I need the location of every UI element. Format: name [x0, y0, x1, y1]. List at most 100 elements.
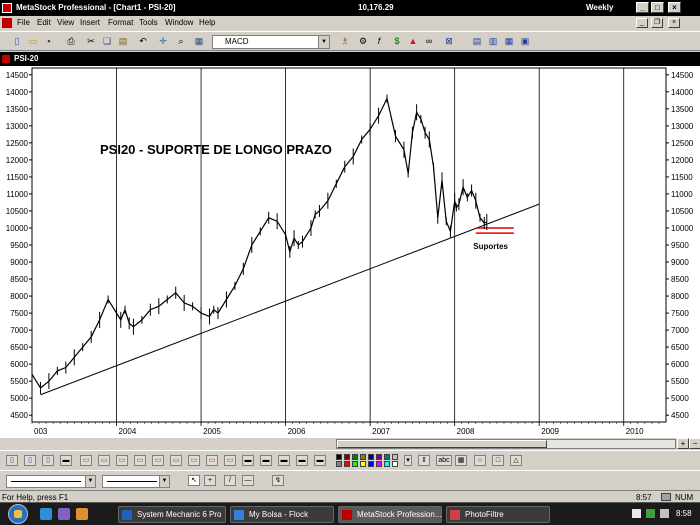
folder-quicklaunch-icon[interactable]	[76, 508, 88, 520]
ellipse-icon[interactable]: ○	[474, 455, 486, 466]
scrollbar-thumb[interactable]	[337, 440, 547, 448]
tool-icon-1[interactable]: ▯	[6, 455, 18, 466]
trendline-tool-icon[interactable]: /	[224, 475, 236, 486]
indicator-icon[interactable]: ▦	[194, 36, 204, 46]
color-swatch[interactable]	[352, 454, 358, 460]
line-weight-select[interactable]: ▼	[102, 475, 170, 488]
cut-icon[interactable]: ✂	[87, 36, 95, 46]
color-swatch[interactable]	[376, 461, 382, 467]
chevron-down-icon[interactable]: ▼	[159, 476, 169, 487]
layout-icon-1[interactable]: ▤	[472, 36, 482, 46]
color-swatch[interactable]	[336, 454, 342, 460]
zoom-in-button[interactable]: +	[677, 438, 689, 449]
color-swatch[interactable]	[368, 454, 374, 460]
color-swatch[interactable]	[376, 454, 382, 460]
smart-chart-icon[interactable]: ⊠	[445, 36, 453, 46]
grid-icon[interactable]: ▦	[455, 455, 467, 466]
color-swatch[interactable]	[392, 461, 398, 467]
layout-icon-4[interactable]: ▣	[520, 36, 530, 46]
ie-quicklaunch-icon[interactable]	[40, 508, 52, 520]
tool-icon-9[interactable]: ▭	[152, 455, 164, 466]
menu-edit[interactable]: Edit	[37, 18, 51, 27]
line-style-select[interactable]: ▼	[6, 475, 96, 488]
color-swatch[interactable]	[368, 461, 374, 467]
menu-tools[interactable]: Tools	[139, 18, 158, 27]
document-icon[interactable]	[2, 18, 12, 28]
binoculars-icon[interactable]: ∞	[425, 36, 433, 46]
start-button[interactable]	[8, 504, 28, 524]
crosshair-tool-icon[interactable]: +	[204, 475, 216, 486]
color-swatch[interactable]	[384, 461, 390, 467]
tool-icon-3[interactable]: ▯	[42, 455, 54, 466]
cycle-tool-icon[interactable]: ↯	[272, 475, 284, 486]
maximize-button[interactable]: □	[651, 2, 664, 13]
minimize-button[interactable]: _	[636, 2, 649, 13]
menu-view[interactable]: View	[57, 18, 75, 27]
crosshair-icon[interactable]: ✛	[159, 36, 167, 46]
new-icon[interactable]: ▯	[14, 36, 20, 46]
tool-icon-17[interactable]: ▬	[296, 455, 308, 466]
task-flock[interactable]: My Bolsa - Flock	[230, 506, 334, 523]
triangle-icon[interactable]: △	[510, 455, 522, 466]
mdi-close-button[interactable]: ×	[668, 18, 680, 28]
paste-icon[interactable]: ▤	[118, 36, 128, 46]
menu-format[interactable]: Format	[108, 18, 134, 27]
save-icon[interactable]: ▪	[47, 36, 51, 46]
explorer-icon[interactable]: ⚙	[358, 36, 368, 46]
expert-icon[interactable]: ♗	[340, 36, 350, 46]
color-swatch[interactable]	[336, 461, 342, 467]
horizontal-scrollbar[interactable]	[336, 439, 676, 449]
rectangle-icon[interactable]: □	[492, 455, 504, 466]
mdi-restore-button[interactable]: ❐	[651, 18, 663, 28]
menu-insert[interactable]: Insert	[80, 18, 101, 27]
menu-window[interactable]: Window	[165, 18, 194, 27]
close-button[interactable]: ×	[668, 2, 681, 13]
open-icon[interactable]: ▭	[28, 36, 38, 46]
tool-icon-12[interactable]: ▭	[206, 455, 218, 466]
tray-icon[interactable]	[646, 509, 655, 518]
color-palette[interactable]	[336, 454, 402, 468]
chevron-down-icon[interactable]: ▼	[85, 476, 95, 487]
color-swatch[interactable]	[360, 454, 366, 460]
tool-icon-4[interactable]: ▬	[60, 455, 72, 466]
palette-dropdown-icon[interactable]: ▾	[404, 455, 412, 466]
undo-icon[interactable]: ↶	[139, 36, 147, 46]
color-swatch[interactable]	[384, 454, 390, 460]
price-chart[interactable]: 4500 4500 5000 5000 5500 5500 6000 6000 6500 6500…	[0, 66, 700, 438]
pointer-tool-icon[interactable]: ↖	[188, 475, 200, 486]
tool-icon-6[interactable]: ▭	[98, 455, 110, 466]
task-system-mechanic[interactable]: System Mechanic 6 Pro	[118, 506, 226, 523]
app-icon[interactable]	[2, 3, 12, 13]
tool-icon-10[interactable]: ▭	[170, 455, 182, 466]
color-swatch[interactable]	[344, 461, 350, 467]
color-swatch[interactable]	[352, 461, 358, 467]
horizontal-line-tool-icon[interactable]: —	[242, 475, 254, 486]
indicator-select[interactable]: MACD ▼	[212, 35, 330, 49]
color-swatch[interactable]	[360, 461, 366, 467]
mdi-minimize-button[interactable]: _	[636, 18, 648, 28]
spin-icon[interactable]: ⇕	[418, 455, 430, 466]
chevron-down-icon[interactable]: ▼	[318, 36, 329, 48]
volume-icon[interactable]	[660, 509, 669, 518]
dollar-icon[interactable]: $	[394, 36, 400, 46]
tool-icon-8[interactable]: ▭	[134, 455, 146, 466]
menu-file[interactable]: File	[17, 18, 30, 27]
text-tool-button[interactable]: abc	[436, 455, 452, 466]
tool-icon-16[interactable]: ▬	[278, 455, 290, 466]
task-photofiltre[interactable]: PhotoFiltre	[446, 506, 550, 523]
tray-icon[interactable]	[632, 509, 641, 518]
tool-icon-18[interactable]: ▬	[314, 455, 326, 466]
tool-icon-15[interactable]: ▬	[260, 455, 272, 466]
zoom-icon[interactable]: ⌕	[178, 36, 184, 46]
color-swatch[interactable]	[344, 454, 350, 460]
chart-window-icon[interactable]	[2, 55, 10, 63]
copy-icon[interactable]: ❏	[102, 36, 112, 46]
tool-icon-2[interactable]: ▯	[24, 455, 36, 466]
layout-icon-2[interactable]: ▥	[488, 36, 498, 46]
tool-icon-7[interactable]: ▭	[116, 455, 128, 466]
layout-icon-3[interactable]: ▦	[504, 36, 514, 46]
system-tester-icon[interactable]: ▲	[408, 36, 418, 46]
media-quicklaunch-icon[interactable]	[58, 508, 70, 520]
print-icon[interactable]: ⎙	[67, 36, 75, 46]
tool-icon-13[interactable]: ▭	[224, 455, 236, 466]
